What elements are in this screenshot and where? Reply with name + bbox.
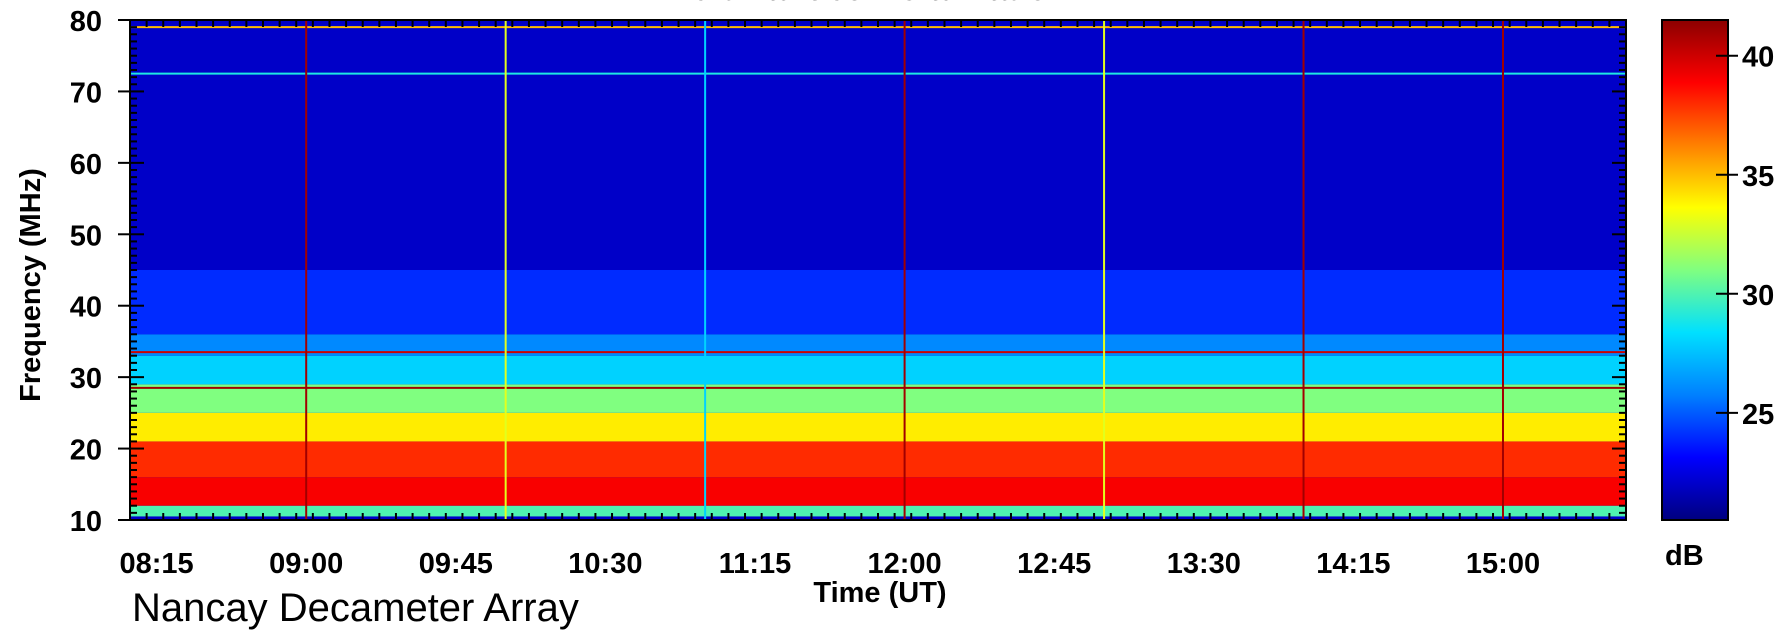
x-axis: 08:15 09:00 09:45 10:30 11:15 12:00 12:45 13:30… — [120, 20, 1627, 580]
frequency-band — [130, 441, 1626, 478]
y-tick-label: 70 — [70, 77, 102, 109]
frequency-band — [130, 334, 1626, 356]
x-tick-label: 12:00 — [868, 548, 942, 580]
colorbar-tick-label: 25 — [1742, 399, 1774, 431]
x-tick-label: 10:30 — [568, 548, 642, 580]
colorbar-scale — [1661, 19, 1729, 521]
frequency-band — [130, 384, 1626, 413]
instrument-credit: Nancay Decameter Array — [132, 586, 579, 630]
frequency-band — [130, 270, 1626, 335]
colorbar-tick-label: 40 — [1742, 42, 1774, 74]
y-tick-label: 80 — [70, 6, 102, 38]
calibration-lines — [305, 20, 1504, 520]
colorbar-tick-label: 30 — [1742, 280, 1774, 312]
x-tick-label: 08:15 — [120, 548, 194, 580]
frequency-band — [130, 477, 1626, 506]
y-tick-label: 10 — [70, 506, 102, 538]
y-tick-label: 60 — [70, 149, 102, 181]
x-tick-label: 13:30 — [1167, 548, 1241, 580]
colorbar: 25 30 35 40 — [1661, 19, 1774, 521]
frequency-band — [130, 355, 1626, 385]
x-tick-label: 11:15 — [719, 548, 792, 580]
x-tick-label: 09:00 — [269, 548, 343, 580]
y-axis-label: Frequency (MHz) — [15, 168, 47, 402]
y-axis: 10 20 30 40 50 60 70 80 — [70, 6, 1626, 538]
interference-lines — [130, 26, 1626, 389]
y-tick-label: 20 — [70, 435, 102, 467]
x-axis-label: Time (UT) — [813, 577, 947, 609]
frequency-band — [130, 505, 1626, 517]
x-tick-label: 14:15 — [1316, 548, 1390, 580]
y-tick-label: 30 — [70, 363, 102, 395]
x-tick-label: 09:45 — [419, 548, 493, 580]
y-tick-label: 50 — [70, 220, 102, 252]
x-tick-label: 12:45 — [1017, 548, 1091, 580]
emission-bands — [130, 270, 1626, 517]
y-tick-label: 40 — [70, 292, 102, 324]
x-tick-label: 15:00 — [1466, 548, 1540, 580]
colorbar-tick-label: 35 — [1742, 161, 1774, 193]
chart-title: Left Handed Polarization — [560, 0, 1180, 9]
frequency-band — [130, 412, 1626, 442]
colorbar-unit: dB — [1665, 540, 1704, 572]
